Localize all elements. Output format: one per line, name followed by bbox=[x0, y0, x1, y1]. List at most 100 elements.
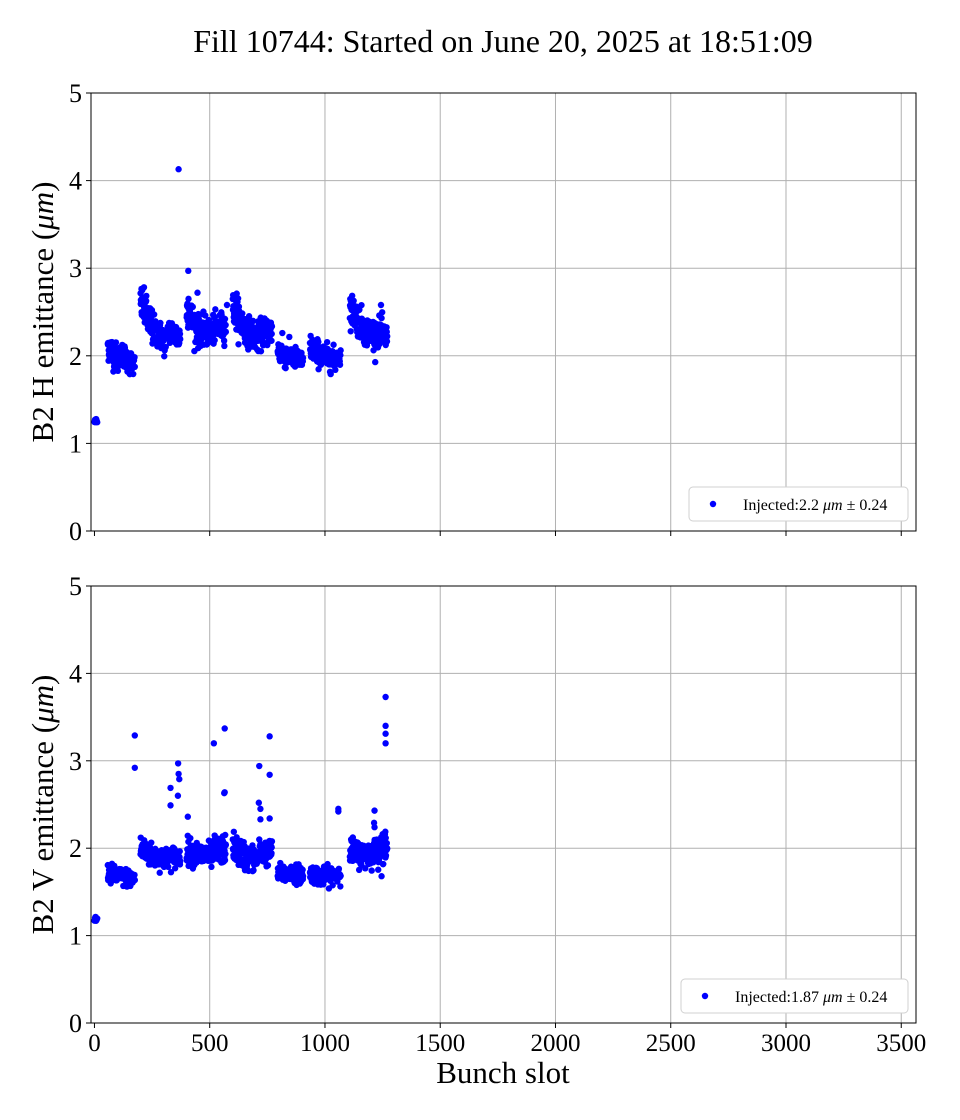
data-point bbox=[299, 866, 306, 873]
data-point bbox=[202, 312, 209, 319]
y-axis-label-text: B2 V emittance ( bbox=[25, 723, 60, 935]
data-point bbox=[383, 324, 390, 331]
y-tick-label: 5 bbox=[69, 572, 82, 601]
data-point bbox=[230, 828, 238, 835]
data-point bbox=[185, 267, 192, 275]
data-point bbox=[177, 857, 184, 865]
data-point bbox=[264, 862, 272, 869]
legend-label: Injected:2.2 μm ± 0.24 bbox=[743, 497, 887, 514]
data-point bbox=[379, 831, 386, 838]
data-point bbox=[222, 831, 229, 839]
data-point bbox=[194, 289, 201, 296]
y-tick-label: 3 bbox=[69, 747, 82, 776]
data-point bbox=[380, 860, 387, 868]
data-point bbox=[222, 321, 229, 329]
data-point bbox=[257, 348, 265, 355]
x-tick-label: 500 bbox=[191, 1030, 229, 1057]
y-axis-label: B2 V emittance (μm) bbox=[25, 675, 60, 935]
data-point bbox=[208, 863, 215, 871]
data-point bbox=[162, 343, 169, 351]
y-tick-label: 4 bbox=[69, 659, 82, 688]
y-axis-label-close: ) bbox=[25, 675, 60, 685]
y-axis-label: B2 H emittance (μm) bbox=[25, 182, 60, 443]
data-point bbox=[174, 792, 182, 799]
data-point bbox=[337, 883, 344, 890]
data-point bbox=[211, 337, 218, 344]
y-tick-label: 3 bbox=[69, 254, 82, 283]
data-point bbox=[368, 867, 375, 874]
x-tick-label: 3000 bbox=[761, 1030, 811, 1057]
axes-frame bbox=[90, 585, 917, 1024]
panel-horizontal-emittance: 0 1 2 3 4 5 B2 H emittance (μm) Injected:2.2 μm… bbox=[25, 79, 917, 546]
data-point bbox=[176, 330, 184, 338]
data-point bbox=[372, 358, 379, 366]
y-tick-label: 1 bbox=[69, 922, 82, 951]
legend-marker bbox=[709, 500, 717, 508]
data-point bbox=[315, 338, 322, 346]
data-point bbox=[282, 364, 289, 372]
data-point bbox=[176, 775, 183, 783]
legend: Injected:1.87 μm ± 0.24 bbox=[680, 978, 909, 1014]
data-point bbox=[382, 740, 389, 747]
x-tick-label: 2000 bbox=[530, 1030, 580, 1057]
data-point bbox=[140, 284, 148, 291]
data-point bbox=[130, 370, 137, 378]
data-point bbox=[371, 807, 378, 814]
data-point bbox=[256, 762, 263, 770]
data-point bbox=[222, 841, 230, 849]
data-points bbox=[91, 166, 391, 426]
data-point bbox=[268, 849, 275, 857]
data-point bbox=[329, 882, 336, 889]
data-point bbox=[150, 311, 158, 318]
data-point bbox=[383, 338, 391, 345]
data-point bbox=[268, 330, 275, 338]
y-tick-label: 5 bbox=[69, 79, 82, 108]
data-point bbox=[266, 771, 273, 778]
data-point bbox=[221, 789, 228, 797]
data-point bbox=[377, 301, 385, 309]
figure-title: Fill 10744: Started on June 20, 2025 at … bbox=[193, 23, 813, 59]
data-point bbox=[177, 335, 184, 343]
x-tick-label: 3500 bbox=[876, 1030, 926, 1057]
data-point bbox=[175, 166, 182, 173]
data-point bbox=[249, 317, 257, 324]
data-point bbox=[268, 337, 275, 344]
data-point bbox=[189, 303, 197, 311]
data-point bbox=[382, 722, 389, 730]
data-point bbox=[131, 353, 138, 361]
data-point bbox=[161, 353, 168, 360]
data-point bbox=[327, 370, 334, 378]
data-point bbox=[337, 872, 344, 880]
data-point bbox=[167, 869, 175, 876]
data-point bbox=[323, 338, 331, 346]
data-point bbox=[378, 309, 386, 316]
data-point bbox=[371, 824, 378, 831]
y-tick-label: 0 bbox=[69, 1009, 82, 1038]
y-axis-label-close: ) bbox=[25, 182, 60, 192]
data-point bbox=[250, 867, 257, 874]
data-point bbox=[185, 295, 192, 303]
data-point bbox=[157, 319, 164, 327]
y-axis-label-text: B2 H emittance ( bbox=[25, 230, 60, 443]
data-point bbox=[171, 865, 179, 872]
data-point bbox=[167, 802, 174, 809]
legend-box bbox=[688, 486, 909, 522]
data-point bbox=[384, 845, 391, 852]
data-point bbox=[347, 328, 354, 335]
data-point bbox=[255, 799, 263, 806]
data-point bbox=[221, 315, 229, 323]
data-point bbox=[382, 852, 390, 859]
data-point bbox=[222, 850, 229, 858]
panel-vertical-emittance: 0 500 1000 1500 2000 2500 3000 3500 0 1 2 3 4 5 B2 V e… bbox=[25, 572, 926, 1057]
data-point bbox=[378, 873, 385, 880]
data-point bbox=[187, 834, 194, 842]
data-point bbox=[156, 869, 163, 876]
legend-marker bbox=[701, 992, 709, 1000]
data-point bbox=[257, 805, 264, 813]
data-point bbox=[221, 856, 229, 864]
y-tick-label: 2 bbox=[69, 342, 82, 371]
y-axis-label-unit: μm bbox=[25, 192, 60, 231]
data-point bbox=[174, 760, 182, 767]
data-point bbox=[335, 808, 342, 815]
